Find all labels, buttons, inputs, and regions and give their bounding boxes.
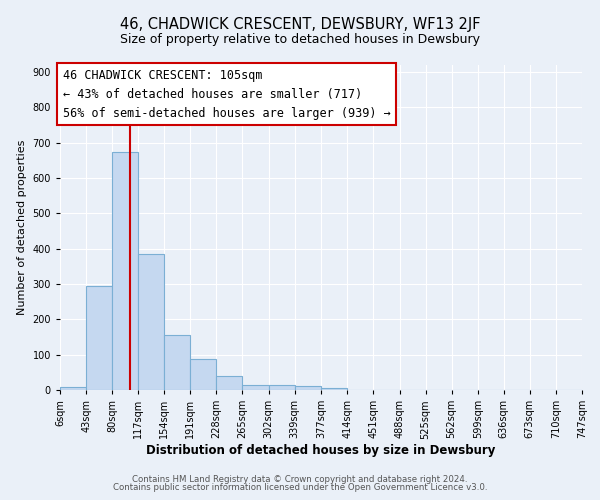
Text: Contains HM Land Registry data © Crown copyright and database right 2024.: Contains HM Land Registry data © Crown c…: [132, 475, 468, 484]
Bar: [86, 286, 112, 390]
Text: Contains public sector information licensed under the Open Government Licence v3: Contains public sector information licen…: [113, 483, 487, 492]
Bar: [164, 335, 190, 390]
Bar: [217, 376, 242, 390]
Bar: [112, 152, 138, 390]
Text: Size of property relative to detached houses in Dewsbury: Size of property relative to detached ho…: [120, 32, 480, 46]
Y-axis label: Number of detached properties: Number of detached properties: [17, 140, 27, 315]
Bar: [269, 386, 295, 390]
Text: 46 CHADWICK CRESCENT: 105sqm
← 43% of detached houses are smaller (717)
56% of s: 46 CHADWICK CRESCENT: 105sqm ← 43% of de…: [63, 68, 391, 120]
Bar: [138, 254, 164, 390]
Text: 46, CHADWICK CRESCENT, DEWSBURY, WF13 2JF: 46, CHADWICK CRESCENT, DEWSBURY, WF13 2J…: [120, 18, 480, 32]
Bar: [242, 384, 269, 390]
Bar: [60, 387, 86, 390]
Bar: [295, 386, 322, 390]
Bar: [190, 360, 217, 390]
Bar: [322, 388, 347, 390]
X-axis label: Distribution of detached houses by size in Dewsbury: Distribution of detached houses by size …: [146, 444, 496, 457]
